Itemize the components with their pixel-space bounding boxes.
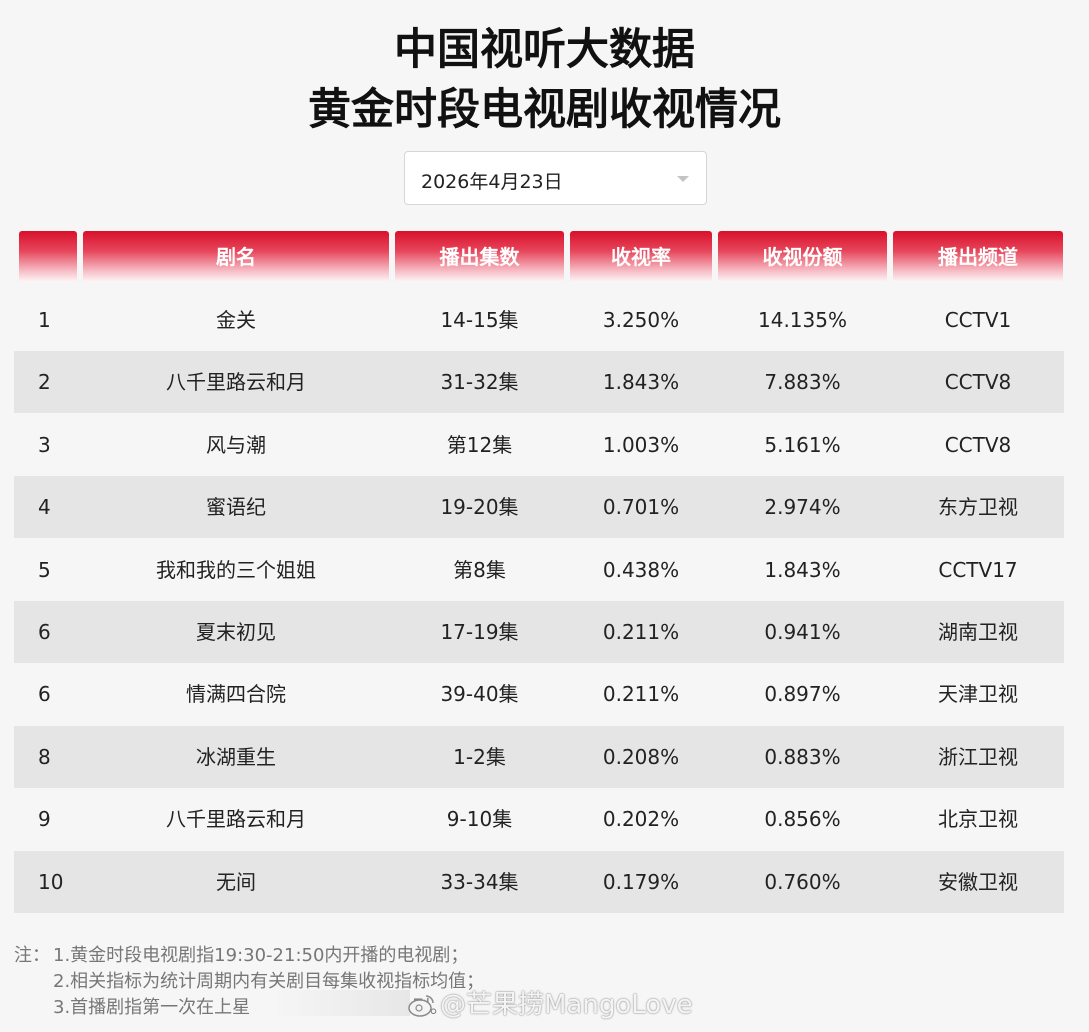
header-title[interactable]: 剧名 — [83, 231, 389, 281]
cell-rank: 1 — [38, 308, 51, 332]
cell-episodes: 31-32集 — [440, 370, 519, 395]
cell-rank: 5 — [38, 557, 51, 582]
header-rating[interactable]: 收视率 — [570, 231, 712, 281]
cell-channel: 北京卫视 — [938, 807, 1018, 832]
cell-channel: CCTV8 — [944, 370, 1012, 395]
cell-rating: 0.438% — [602, 557, 680, 582]
cell-episodes: 39-40集 — [440, 682, 519, 707]
table-row[interactable]: 2 八千里路云和月 31-32集 1.843% 7.883% CCTV8 — [14, 351, 1064, 414]
cell-share: 0.883% — [764, 744, 841, 769]
table-row[interactable]: 5 我和我的三个姐姐 第8集 0.438% 1.843% CCTV17 — [14, 539, 1064, 601]
cell-channel: 湖南卫视 — [938, 620, 1018, 644]
table-row[interactable]: 4 蜜语纪 19-20集 0.701% 2.974% 东方卫视 — [14, 476, 1064, 539]
cell-title: 无间 — [216, 869, 256, 894]
cell-rank: 6 — [38, 620, 51, 644]
watermark-blur — [272, 990, 410, 1016]
cell-share: 5.161% — [764, 432, 841, 457]
cell-share: 1.843% — [764, 557, 841, 582]
page-title: 中国视听大数据 — [394, 25, 695, 75]
date-select-value: 2026年4月23日 — [421, 171, 563, 193]
cell-title: 情满四合院 — [186, 682, 286, 707]
cell-rank: 3 — [38, 432, 51, 457]
table-row[interactable]: 6 夏末初见 17-19集 0.211% 0.941% 湖南卫视 — [14, 601, 1064, 663]
cell-rating: 1.843% — [602, 370, 680, 395]
cell-rank: 10 — [38, 869, 64, 894]
cell-episodes: 17-19集 — [440, 620, 519, 644]
cell-share: 0.856% — [764, 807, 841, 832]
cell-title: 风与潮 — [206, 432, 266, 457]
cell-rank: 9 — [38, 807, 51, 832]
cell-title: 八千里路云和月 — [166, 370, 306, 395]
cell-share: 14.135% — [758, 308, 847, 332]
cell-rank: 2 — [38, 370, 51, 395]
cell-channel: 浙江卫视 — [938, 744, 1018, 769]
cell-title: 蜜语纪 — [206, 495, 266, 520]
cell-episodes: 19-20集 — [440, 495, 519, 520]
cell-title: 我和我的三个姐姐 — [156, 557, 316, 582]
cell-title: 金关 — [216, 308, 256, 332]
table-row[interactable]: 6 情满四合院 39-40集 0.211% 0.897% 天津卫视 — [14, 663, 1064, 725]
cell-title: 八千里路云和月 — [166, 807, 306, 832]
cell-share: 0.941% — [764, 620, 841, 644]
note-line-1: 1.黄金时段电视剧指19:30-21:50内开播的电视剧； — [53, 945, 469, 966]
page-subtitle: 黄金时段电视剧收视情况 — [308, 85, 781, 135]
table-row[interactable]: 8 冰湖重生 1-2集 0.208% 0.883% 浙江卫视 — [14, 725, 1064, 788]
cell-rating: 0.211% — [602, 682, 680, 707]
chevron-down-icon[interactable] — [677, 176, 689, 182]
cell-rank: 8 — [38, 744, 51, 769]
notes-prefix: 注： — [14, 945, 50, 966]
cell-rating: 0.202% — [602, 807, 680, 832]
cell-rating: 0.208% — [602, 744, 680, 769]
cell-rating: 0.701% — [602, 495, 680, 520]
cell-episodes: 第12集 — [446, 432, 513, 457]
watermark-text: @芒果捞MangoLove — [440, 990, 693, 1020]
cell-title: 夏末初见 — [196, 620, 276, 644]
cell-rating: 0.179% — [602, 869, 680, 894]
table-row[interactable]: 1 金关 14-15集 3.250% 14.135% CCTV1 — [14, 289, 1064, 351]
weibo-icon — [408, 994, 434, 1017]
table-row[interactable]: 10 无间 33-34集 0.179% 0.760% 安徽卫视 — [14, 850, 1064, 913]
cell-channel: CCTV8 — [944, 432, 1012, 457]
cell-rating: 1.003% — [602, 432, 680, 457]
cell-share: 0.760% — [764, 869, 841, 894]
header-channel[interactable]: 播出频道 — [893, 231, 1063, 281]
date-select[interactable]: 2026年4月23日 — [404, 151, 707, 205]
header-share[interactable]: 收视份额 — [718, 231, 887, 281]
cell-channel: CCTV1 — [944, 308, 1012, 332]
cell-channel: CCTV17 — [938, 557, 1018, 582]
cell-episodes: 1-2集 — [453, 744, 506, 769]
cell-episodes: 9-10集 — [446, 807, 513, 832]
cell-rating: 3.250% — [602, 308, 680, 332]
cell-episodes: 14-15集 — [440, 308, 519, 332]
cell-rating: 0.211% — [602, 620, 680, 644]
watermark: @芒果捞MangoLove — [408, 984, 693, 1024]
header-rank[interactable] — [19, 231, 77, 281]
table-row[interactable]: 3 风与潮 第12集 1.003% 5.161% CCTV8 — [14, 414, 1064, 476]
cell-share: 0.897% — [764, 682, 841, 707]
cell-channel: 天津卫视 — [938, 682, 1018, 707]
cell-channel: 安徽卫视 — [938, 869, 1018, 894]
cell-rank: 6 — [38, 682, 51, 707]
cell-channel: 东方卫视 — [938, 495, 1018, 520]
note-line-3-start: 3.首播剧指第一次在上星 — [53, 997, 251, 1018]
cell-rank: 4 — [38, 495, 51, 520]
note-line-2: 2.相关指标为统计周期内有关剧目每集收视指标均值； — [53, 971, 485, 992]
cell-episodes: 第8集 — [453, 557, 506, 582]
cell-title: 冰湖重生 — [196, 744, 276, 769]
cell-share: 7.883% — [764, 370, 841, 395]
cell-share: 2.974% — [764, 495, 841, 520]
cell-episodes: 33-34集 — [440, 869, 519, 894]
header-episodes[interactable]: 播出集数 — [395, 231, 564, 281]
table-row[interactable]: 9 八千里路云和月 9-10集 0.202% 0.856% 北京卫视 — [14, 788, 1064, 850]
